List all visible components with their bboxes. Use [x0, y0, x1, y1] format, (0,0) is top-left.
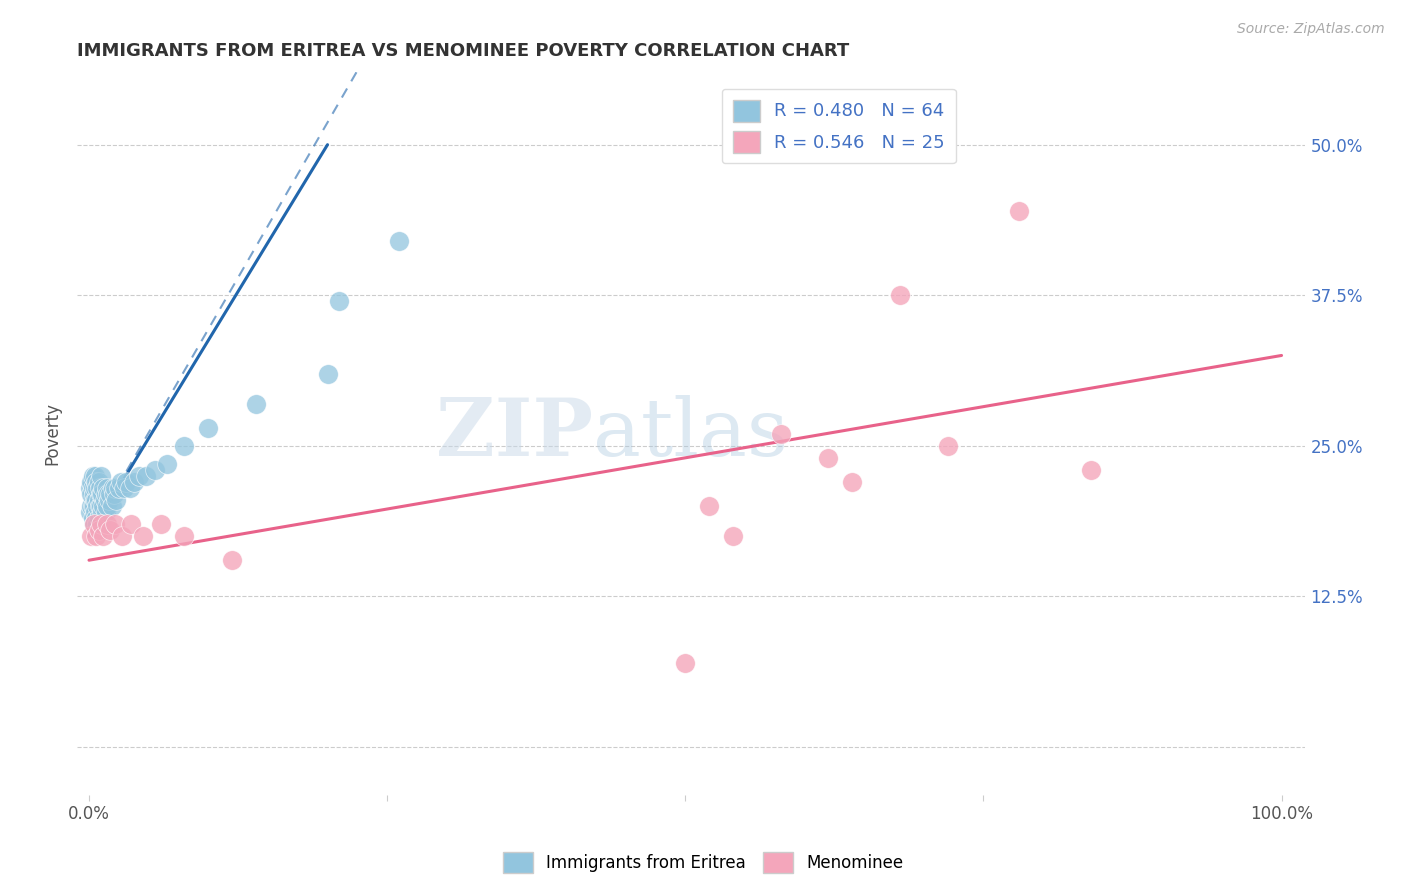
Point: [87, 523, 110, 537]
Point: [93, 493, 115, 508]
Point: [149, 517, 172, 532]
Point: [105, 493, 128, 508]
Point: [769, 426, 792, 441]
Point: [94, 487, 117, 501]
Text: Source: ZipAtlas.com: Source: ZipAtlas.com: [1237, 22, 1385, 37]
Point: [82, 481, 104, 495]
Point: [673, 656, 696, 670]
Point: [96, 481, 118, 495]
Point: [83, 487, 105, 501]
Point: [889, 288, 911, 302]
Point: [173, 529, 195, 543]
Point: [1008, 203, 1031, 218]
Point: [91, 529, 114, 543]
Point: [91, 481, 114, 495]
Point: [108, 481, 131, 495]
Point: [841, 475, 863, 489]
Point: [143, 463, 166, 477]
Point: [79, 505, 101, 519]
Text: atlas: atlas: [593, 395, 789, 473]
Point: [90, 517, 112, 532]
Point: [115, 475, 138, 489]
Point: [84, 529, 107, 543]
Point: [103, 487, 125, 501]
Point: [84, 469, 107, 483]
Point: [83, 499, 105, 513]
Point: [124, 475, 146, 489]
Point: [388, 234, 411, 248]
Point: [90, 517, 112, 532]
Point: [87, 493, 110, 508]
Point: [94, 505, 117, 519]
Y-axis label: Poverty: Poverty: [44, 402, 60, 466]
Point: [79, 481, 101, 495]
Point: [97, 487, 120, 501]
Point: [101, 481, 124, 495]
Point: [721, 529, 744, 543]
Point: [936, 439, 959, 453]
Point: [84, 481, 107, 495]
Point: [135, 469, 157, 483]
Point: [80, 487, 103, 501]
Point: [82, 499, 104, 513]
Text: IMMIGRANTS FROM ERITREA VS MENOMINEE POVERTY CORRELATION CHART: IMMIGRANTS FROM ERITREA VS MENOMINEE POV…: [77, 42, 849, 60]
Point: [100, 499, 122, 513]
Point: [131, 529, 153, 543]
Point: [328, 294, 350, 309]
Point: [86, 517, 108, 532]
Point: [111, 529, 134, 543]
Point: [83, 517, 105, 532]
Legend: R = 0.480   N = 64, R = 0.546   N = 25: R = 0.480 N = 64, R = 0.546 N = 25: [721, 88, 956, 163]
Point: [91, 487, 114, 501]
Point: [221, 553, 243, 567]
Point: [197, 421, 219, 435]
Point: [80, 529, 103, 543]
Point: [87, 475, 110, 489]
Point: [118, 481, 141, 495]
Point: [86, 499, 108, 513]
Point: [245, 397, 267, 411]
Point: [104, 517, 127, 532]
Point: [83, 517, 105, 532]
Point: [90, 487, 112, 501]
Point: [86, 481, 108, 495]
Point: [82, 511, 104, 525]
Point: [80, 475, 103, 489]
Point: [90, 499, 112, 513]
Text: ZIP: ZIP: [436, 395, 593, 473]
Point: [90, 469, 112, 483]
Point: [697, 499, 720, 513]
Point: [100, 487, 122, 501]
Point: [112, 481, 135, 495]
Legend: Immigrants from Eritrea, Menominee: Immigrants from Eritrea, Menominee: [496, 846, 910, 880]
Point: [128, 469, 150, 483]
Point: [110, 475, 132, 489]
Point: [91, 505, 114, 519]
Point: [82, 469, 104, 483]
Point: [84, 493, 107, 508]
Point: [84, 475, 107, 489]
Point: [155, 457, 177, 471]
Point: [316, 367, 339, 381]
Point: [1080, 463, 1102, 477]
Point: [173, 439, 195, 453]
Point: [100, 523, 122, 537]
Point: [80, 499, 103, 513]
Point: [91, 499, 114, 513]
Point: [84, 511, 107, 525]
Point: [96, 499, 118, 513]
Point: [84, 505, 107, 519]
Point: [87, 511, 110, 525]
Point: [120, 517, 142, 532]
Point: [89, 499, 111, 513]
Point: [84, 493, 107, 508]
Point: [817, 450, 839, 465]
Point: [89, 481, 111, 495]
Point: [98, 493, 121, 508]
Point: [104, 481, 127, 495]
Point: [96, 517, 118, 532]
